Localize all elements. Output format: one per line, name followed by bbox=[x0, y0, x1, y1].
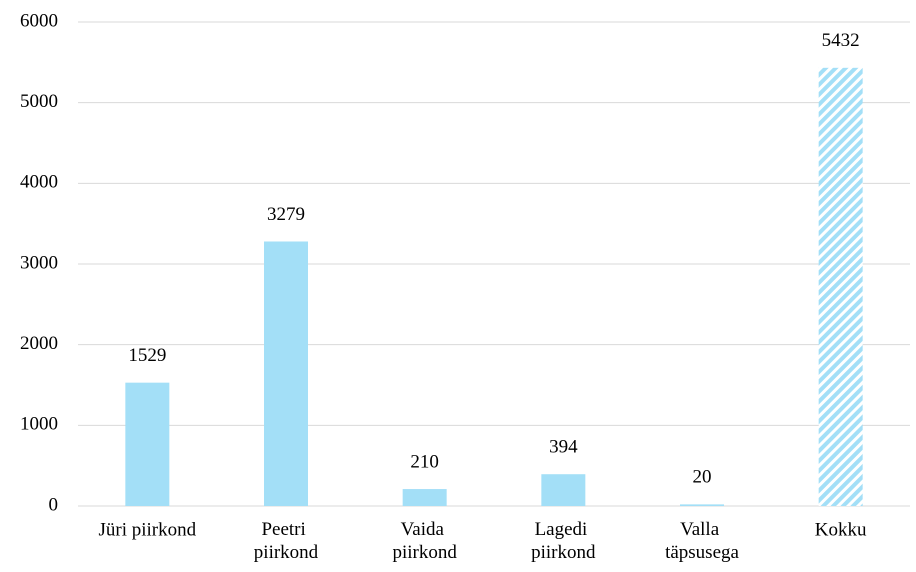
value-label: 1529 bbox=[128, 345, 166, 366]
value-label: 394 bbox=[549, 437, 578, 458]
value-label: 210 bbox=[410, 451, 439, 472]
value-label: 3279 bbox=[267, 204, 305, 225]
x-tick-label: Vaida piirkond bbox=[392, 519, 457, 563]
x-tick-label: Lagedi piirkond bbox=[531, 519, 596, 563]
x-tick-label: Kokku bbox=[815, 519, 867, 540]
y-tick-label: 6000 bbox=[20, 10, 58, 31]
bar bbox=[680, 504, 724, 506]
x-tick-label: Valla täpsusega bbox=[665, 519, 739, 563]
bar bbox=[541, 474, 586, 506]
x-tick-label: Jüri piirkond bbox=[99, 519, 197, 540]
bar bbox=[125, 382, 170, 506]
value-label: 20 bbox=[693, 467, 712, 488]
bar bbox=[264, 241, 308, 506]
y-tick-label: 2000 bbox=[20, 333, 58, 354]
y-tick-label: 0 bbox=[49, 494, 59, 515]
x-tick-label: Peetri piirkond bbox=[254, 519, 319, 563]
y-tick-label: 1000 bbox=[20, 414, 58, 435]
value-label: 5432 bbox=[822, 30, 860, 51]
y-tick-label: 3000 bbox=[20, 252, 58, 273]
y-tick-label: 5000 bbox=[20, 91, 58, 112]
y-tick-label: 4000 bbox=[20, 172, 58, 193]
bar bbox=[818, 67, 863, 506]
bar bbox=[402, 489, 447, 506]
